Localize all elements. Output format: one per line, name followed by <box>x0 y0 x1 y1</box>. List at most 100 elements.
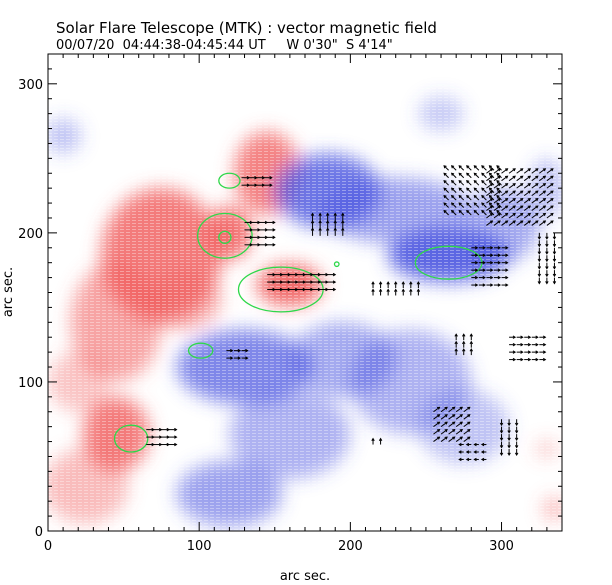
field-vector-head-161 <box>512 212 516 216</box>
field-vector-125 <box>489 187 495 193</box>
field-vector-head-276 <box>512 342 517 347</box>
field-vector-head-308 <box>437 421 441 425</box>
field-vector-head-310 <box>437 406 441 410</box>
field-vector-head-152 <box>505 220 509 224</box>
field-vector-102 <box>466 202 472 208</box>
field-vector-head-303 <box>174 442 178 447</box>
axes: 0 100 200 300 0 100 200 300 <box>18 53 563 554</box>
field-vector-head-47 <box>325 272 329 277</box>
field-vector-head-325 <box>459 406 464 410</box>
field-vector-head-33 <box>295 287 299 292</box>
field-vector-head-309 <box>437 414 441 418</box>
field-vector-311 <box>440 436 448 442</box>
field-vector-head-194 <box>542 205 547 209</box>
field-vector-164 <box>508 190 516 197</box>
field-vector-head-56 <box>318 212 322 216</box>
field-vector-head-62 <box>333 212 337 216</box>
field-vector-head-121 <box>481 165 485 169</box>
field-vector-306 <box>433 436 440 442</box>
field-vector-head-331 <box>458 457 462 462</box>
field-vector-head-7 <box>269 176 273 180</box>
field-vector-head-67 <box>371 281 375 285</box>
field-vector-head-135 <box>496 165 500 169</box>
field-vector-head-111 <box>473 187 477 191</box>
field-vector-93 <box>451 165 457 171</box>
field-vector-193 <box>539 213 546 219</box>
field-vector-head-102 <box>466 202 470 206</box>
field-vector-153 <box>501 213 508 219</box>
field-vector-head-80 <box>443 209 447 214</box>
field-vector-head-198 <box>542 175 547 179</box>
field-vector-head-333 <box>458 442 462 447</box>
field-vector-head-286 <box>535 357 539 362</box>
field-vector-head-209 <box>474 275 479 280</box>
field-vector-head-291 <box>542 350 547 354</box>
field-vector-head-287 <box>535 350 539 354</box>
field-vector-140 <box>486 190 493 197</box>
field-vector-head-238 <box>537 281 542 285</box>
y-tick-label-100: 100 <box>18 376 43 391</box>
field-vector-head-49 <box>332 280 337 284</box>
field-vector-142 <box>486 175 493 182</box>
field-vector-head-69 <box>378 281 383 285</box>
field-vector-179 <box>523 198 531 204</box>
field-vector-163 <box>508 198 516 204</box>
field-vector-head-178 <box>527 205 532 209</box>
field-vector-head-90 <box>450 187 455 191</box>
field-vector-98 <box>458 180 465 186</box>
field-vector-head-204 <box>550 190 554 194</box>
field-vector-head-127 <box>488 172 492 176</box>
field-vector-head-268 <box>462 348 466 352</box>
field-vector-167 <box>508 168 516 174</box>
field-vector-head-130 <box>496 202 500 206</box>
field-vector-head-75 <box>401 281 405 285</box>
field-vector-head-109 <box>473 202 477 206</box>
field-vector-90 <box>451 187 457 193</box>
y-tick-label-0: 0 <box>35 525 43 540</box>
field-vector-head-162 <box>512 205 516 209</box>
field-vector-head-156 <box>505 190 509 194</box>
field-vector-head-266 <box>454 340 458 345</box>
field-vector-171 <box>516 198 523 204</box>
field-vector-head-269 <box>462 340 466 345</box>
field-vector-151 <box>493 168 501 174</box>
field-vector-head-223 <box>490 260 494 265</box>
field-vector-head-229 <box>497 260 501 265</box>
field-vector-155 <box>501 198 508 204</box>
field-vector-head-210 <box>474 268 479 272</box>
field-vector-156 <box>501 190 508 197</box>
field-vector-head-293 <box>542 335 547 339</box>
field-vector-head-236 <box>505 253 509 257</box>
field-vector-head-48 <box>332 287 337 292</box>
field-vector-head-143 <box>489 168 494 172</box>
field-vector-119 <box>481 180 487 186</box>
field-vector-head-231 <box>497 246 501 250</box>
field-vector-168 <box>516 220 523 226</box>
field-vector-175 <box>516 168 523 174</box>
field-vector-head-265 <box>454 348 458 352</box>
field-vector-head-200 <box>550 220 554 224</box>
field-vector-head-110 <box>473 194 477 199</box>
field-vector-head-148 <box>497 190 501 194</box>
field-vector-head-201 <box>550 212 554 216</box>
field-vector-157 <box>501 183 508 189</box>
field-vector-head-163 <box>512 198 516 202</box>
field-vector-head-323 <box>459 421 464 425</box>
field-contour-0 <box>218 172 241 189</box>
field-vector-312 <box>440 429 448 435</box>
field-vector-123 <box>489 202 495 208</box>
field-vector-121 <box>481 165 487 171</box>
field-vector-head-6 <box>269 183 273 187</box>
field-vector-head-312 <box>444 429 448 433</box>
field-vector-head-170 <box>520 205 524 209</box>
field-vector-head-157 <box>505 183 509 187</box>
field-vector-322 <box>455 429 463 435</box>
field-vector-320 <box>448 406 455 413</box>
field-contour-2 <box>218 230 232 244</box>
field-vector-head-181 <box>527 183 532 187</box>
field-vector-head-132 <box>496 187 500 191</box>
figure-title: Solar Flare Telescope (MTK) : vector mag… <box>56 19 437 37</box>
field-vector-137 <box>486 213 493 219</box>
field-vector-head-186 <box>535 205 539 209</box>
field-vector-94 <box>458 210 465 216</box>
